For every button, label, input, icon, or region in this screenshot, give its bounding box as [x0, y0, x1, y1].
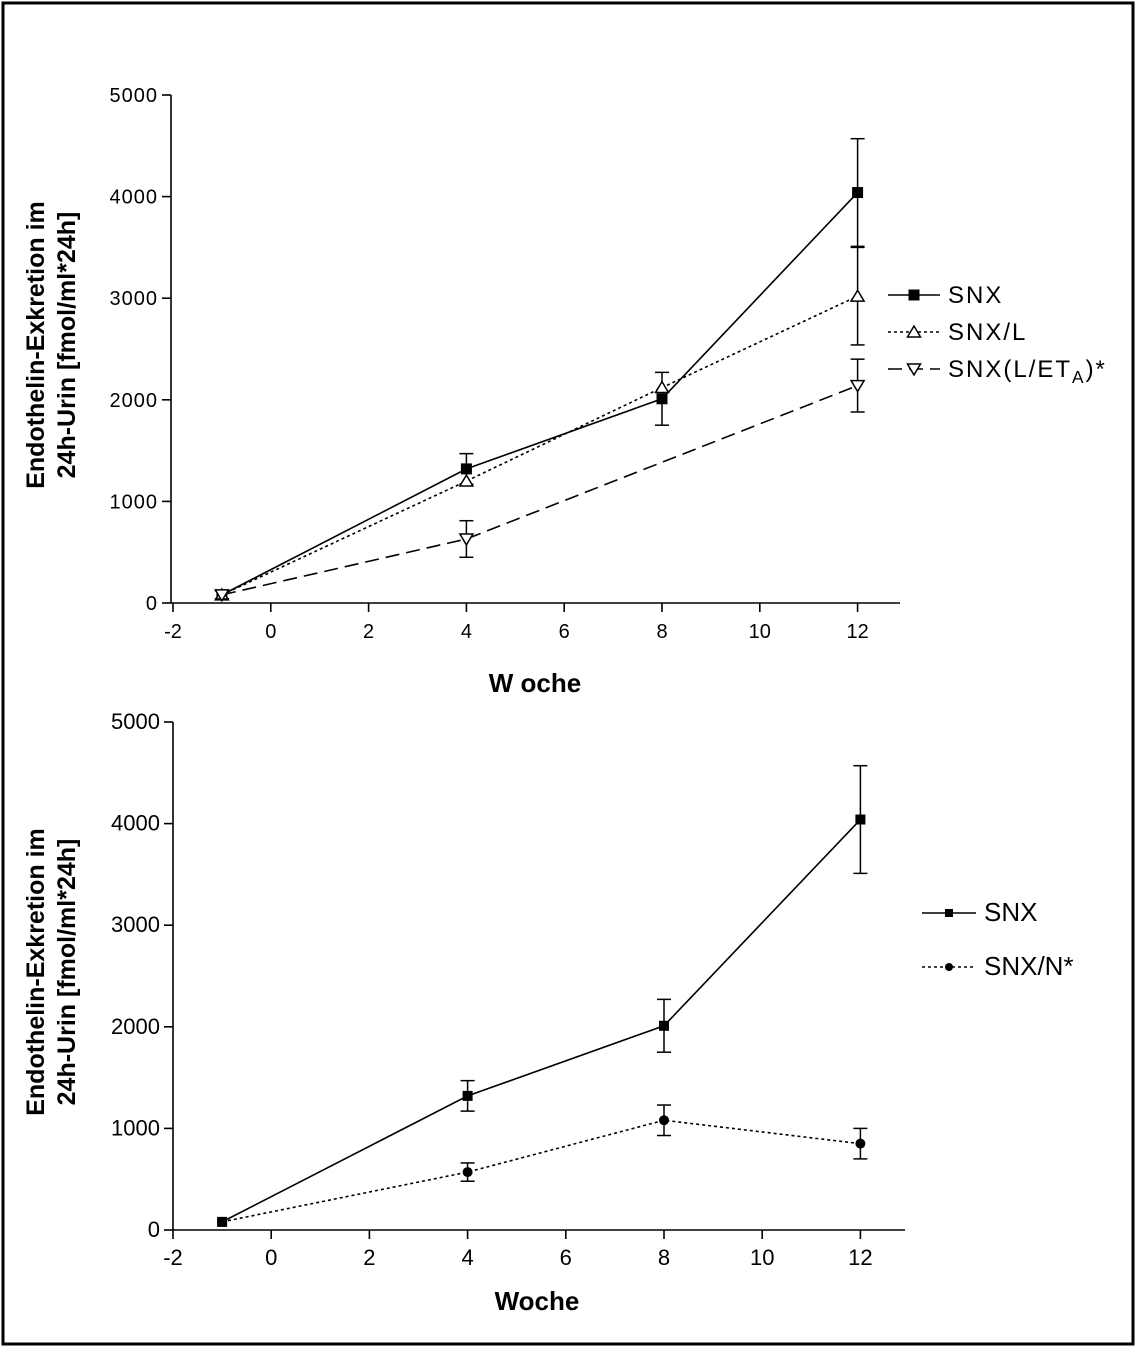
- data-point: [654, 380, 670, 394]
- x-tick-label: 6: [559, 621, 570, 643]
- legend-marker: [945, 963, 953, 971]
- y-tick-label: 0: [146, 593, 158, 615]
- series-1: [214, 137, 865, 601]
- x-tick-label: 6: [560, 1245, 572, 1270]
- x-tick-label: 4: [461, 1245, 473, 1270]
- x-tick-label: 4: [461, 621, 472, 643]
- data-point: [458, 473, 475, 487]
- x-axis-label: W oche: [489, 668, 581, 698]
- x-tick-label: 0: [265, 1245, 277, 1270]
- y-tick-label: 1000: [110, 491, 159, 513]
- y-tick-label: 5000: [110, 85, 159, 107]
- legend-item: SNX/N*: [922, 951, 1074, 981]
- plot-area: 0 1000 2000 3000 4000 5000 -2 0 2 4 6 8 10 12: [110, 85, 900, 643]
- data-point: [659, 1115, 669, 1126]
- x-tick-label: 2: [363, 621, 374, 643]
- legend-item: SNX/L: [888, 319, 1027, 346]
- x-tick-label: 8: [656, 621, 667, 643]
- y-tick-label: 1000: [111, 1115, 160, 1140]
- series-1: [217, 764, 868, 1227]
- data-point: [462, 1090, 473, 1101]
- legend-label: SNX: [948, 282, 1003, 309]
- series-2: [217, 1104, 868, 1227]
- x-axis-label: Woche: [495, 1286, 580, 1316]
- x-tick-label: 8: [658, 1245, 670, 1270]
- data-point: [855, 1138, 866, 1149]
- legend-label: SNX/N*: [984, 951, 1074, 981]
- data-point: [462, 1167, 473, 1178]
- x-tick-label: 12: [848, 1245, 872, 1270]
- x-tick-label: 0: [265, 621, 276, 643]
- chart-panel-bottom: Endothelin-Exkretion im 24h-Urin [fmol/m…: [22, 709, 1074, 1316]
- legend-marker: [906, 363, 922, 377]
- legend-item: SNX: [888, 282, 1003, 309]
- series-line: [221, 818, 861, 1223]
- y-tick-label: 2000: [111, 1014, 160, 1039]
- legend-label: SNX: [984, 897, 1037, 927]
- data-point: [849, 379, 866, 393]
- series-line: [221, 384, 858, 596]
- series-line: [221, 1119, 861, 1223]
- data-point: [849, 288, 866, 302]
- data-point: [214, 589, 230, 603]
- y-axis-label-line1: Endothelin-Exkretion im: [22, 201, 50, 489]
- y-axis-label-line1: Endothelin-Exkretion im: [22, 828, 50, 1116]
- legend: SNX SNX/L SNX(L/ETA)*: [888, 282, 1107, 387]
- data-point: [852, 187, 864, 199]
- series-line: [221, 191, 859, 596]
- data-point: [656, 393, 668, 405]
- y-tick-label: 3000: [111, 912, 160, 937]
- y-axis-label-line2: 24h-Urin [fmol/ml*24h]: [53, 212, 81, 479]
- legend-item: SNX: [922, 897, 1037, 927]
- legend-label: SNX/L: [948, 319, 1027, 346]
- series-line: [221, 295, 858, 596]
- y-tick-label: 2000: [110, 390, 159, 412]
- legend-marker: [945, 909, 953, 917]
- x-tick-label: 12: [846, 621, 868, 643]
- data-point: [217, 1216, 228, 1227]
- legend-marker: [908, 289, 920, 301]
- y-tick-label: 0: [148, 1217, 160, 1242]
- series-2: [214, 246, 866, 601]
- legend-label-suffix: )*: [1086, 356, 1107, 383]
- y-axis-label-line2: 24h-Urin [fmol/ml*24h]: [53, 839, 81, 1106]
- y-tick-label: 4000: [110, 187, 159, 209]
- legend-label-subscript: A: [1072, 367, 1086, 387]
- legend-marker: [906, 324, 922, 338]
- x-tick-label: 2: [363, 1245, 375, 1270]
- x-tick-label: 10: [750, 1245, 774, 1270]
- y-tick-label: 3000: [110, 288, 159, 310]
- data-point: [458, 533, 475, 547]
- series-3: [214, 358, 866, 603]
- legend-label: SNX(L/ETA)*: [948, 356, 1107, 387]
- y-tick-label: 4000: [111, 811, 160, 836]
- data-point: [659, 1020, 669, 1031]
- x-tick-label: -2: [163, 1245, 183, 1270]
- x-tick-label: 10: [749, 621, 771, 643]
- legend-item: SNX(L/ETA)*: [888, 356, 1107, 387]
- data-point: [855, 814, 866, 825]
- legend: SNX SNX/N*: [922, 897, 1074, 981]
- chart-panel-top: Endothelin-Exkretion im 24h-Urin [fmol/m…: [22, 85, 1107, 698]
- data-point: [460, 463, 472, 475]
- x-tick-label: -2: [164, 621, 182, 643]
- y-tick-label: 5000: [111, 709, 160, 734]
